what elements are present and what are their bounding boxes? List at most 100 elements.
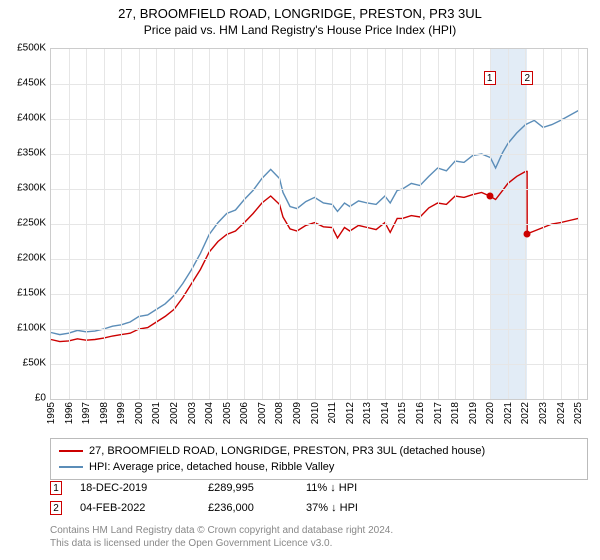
y-axis-label: £0 [2, 393, 46, 404]
x-axis-label: 2010 [310, 402, 321, 424]
x-axis-label: 2018 [450, 402, 461, 424]
gridline-v [279, 49, 280, 399]
attribution: Contains HM Land Registry data © Crown c… [50, 524, 588, 550]
gridline-h [51, 329, 587, 330]
legend-box: 27, BROOMFIELD ROAD, LONGRIDGE, PRESTON,… [50, 438, 588, 480]
x-axis-label: 2011 [327, 402, 338, 424]
x-axis-label: 2017 [433, 402, 444, 424]
x-axis-label: 2016 [415, 402, 426, 424]
x-axis-label: 2023 [538, 402, 549, 424]
legend-label: 27, BROOMFIELD ROAD, LONGRIDGE, PRESTON,… [89, 445, 485, 457]
legend-swatch [59, 466, 83, 468]
gridline-v [121, 49, 122, 399]
x-axis-label: 2008 [274, 402, 285, 424]
x-axis-label: 2013 [362, 402, 373, 424]
gridline-v [350, 49, 351, 399]
legend-row: 27, BROOMFIELD ROAD, LONGRIDGE, PRESTON,… [59, 443, 579, 459]
x-axis-label: 1996 [64, 402, 75, 424]
chart-subtitle: Price paid vs. HM Land Registry's House … [0, 21, 600, 41]
x-axis-label: 2006 [239, 402, 250, 424]
sale-dot [486, 193, 493, 200]
legend-swatch [59, 450, 83, 452]
sale-row: 118-DEC-2019£289,99511% ↓ HPI [50, 478, 588, 498]
y-axis-label: £350K [2, 148, 46, 159]
gridline-v [262, 49, 263, 399]
sale-price: £236,000 [208, 502, 288, 514]
gridline-v [104, 49, 105, 399]
sale-marker-box: 1 [484, 71, 496, 85]
sale-pct: 11% ↓ HPI [306, 482, 376, 494]
chart-container: 27, BROOMFIELD ROAD, LONGRIDGE, PRESTON,… [0, 0, 600, 560]
x-axis-label: 1998 [99, 402, 110, 424]
gridline-v [227, 49, 228, 399]
y-axis-label: £400K [2, 113, 46, 124]
y-axis-label: £450K [2, 78, 46, 89]
x-axis-label: 2001 [151, 402, 162, 424]
plot-area: 12 [50, 48, 588, 400]
x-axis-label: 2002 [169, 402, 180, 424]
x-axis-label: 2019 [468, 402, 479, 424]
gridline-h [51, 294, 587, 295]
sale-row: 2 04-FEB-2022 £236,000 37% ↓ HPI [50, 498, 588, 518]
x-axis-label: 1999 [116, 402, 127, 424]
gridline-h [51, 364, 587, 365]
x-axis-label: 2021 [503, 402, 514, 424]
x-axis-label: 2025 [573, 402, 584, 424]
y-axis-label: £100K [2, 323, 46, 334]
y-axis-label: £300K [2, 183, 46, 194]
gridline-v [420, 49, 421, 399]
gridline-v [578, 49, 579, 399]
gridline-h [51, 154, 587, 155]
gridline-v [315, 49, 316, 399]
gridline-v [508, 49, 509, 399]
gridline-v [525, 49, 526, 399]
gridline-v [69, 49, 70, 399]
legend-row: HPI: Average price, detached house, Ribb… [59, 459, 579, 475]
gridline-v [332, 49, 333, 399]
x-axis-label: 2007 [257, 402, 268, 424]
x-axis-label: 2014 [380, 402, 391, 424]
x-axis-label: 2000 [134, 402, 145, 424]
gridline-h [51, 189, 587, 190]
gridline-v [86, 49, 87, 399]
gridline-v [561, 49, 562, 399]
gridline-h [51, 84, 587, 85]
x-axis-label: 2012 [345, 402, 356, 424]
y-axis-label: £500K [2, 43, 46, 54]
gridline-v [209, 49, 210, 399]
gridline-v [438, 49, 439, 399]
legend-label: HPI: Average price, detached house, Ribb… [89, 461, 334, 473]
x-axis-label: 2003 [187, 402, 198, 424]
y-axis-label: £150K [2, 288, 46, 299]
gridline-v [402, 49, 403, 399]
attribution-line: This data is licensed under the Open Gov… [50, 537, 588, 550]
sale-pct: 37% ↓ HPI [306, 502, 376, 514]
gridline-v [543, 49, 544, 399]
sale-marker-box: 2 [50, 501, 62, 515]
x-axis-label: 2004 [204, 402, 215, 424]
gridline-v [297, 49, 298, 399]
gridline-v [455, 49, 456, 399]
sale-dot [524, 230, 531, 237]
x-axis-label: 2015 [397, 402, 408, 424]
x-axis-label: 2022 [520, 402, 531, 424]
gridline-v [473, 49, 474, 399]
gridline-h [51, 119, 587, 120]
x-axis-label: 2024 [556, 402, 567, 424]
gridline-v [367, 49, 368, 399]
sale-date: 18-DEC-2019 [80, 482, 190, 494]
sale-marker-box: 1 [50, 481, 62, 495]
x-axis-label: 2005 [222, 402, 233, 424]
sales-table: 118-DEC-2019£289,99511% ↓ HPI204-FEB-202… [50, 478, 588, 518]
sale-marker-box: 2 [521, 71, 533, 85]
x-axis-label: 1995 [46, 402, 57, 424]
gridline-h [51, 259, 587, 260]
gridline-v [139, 49, 140, 399]
gridline-h [51, 224, 587, 225]
x-axis-label: 2020 [485, 402, 496, 424]
sale-date: 04-FEB-2022 [80, 502, 190, 514]
x-axis-label: 2009 [292, 402, 303, 424]
gridline-v [174, 49, 175, 399]
x-axis-label: 1997 [81, 402, 92, 424]
gridline-v [490, 49, 491, 399]
